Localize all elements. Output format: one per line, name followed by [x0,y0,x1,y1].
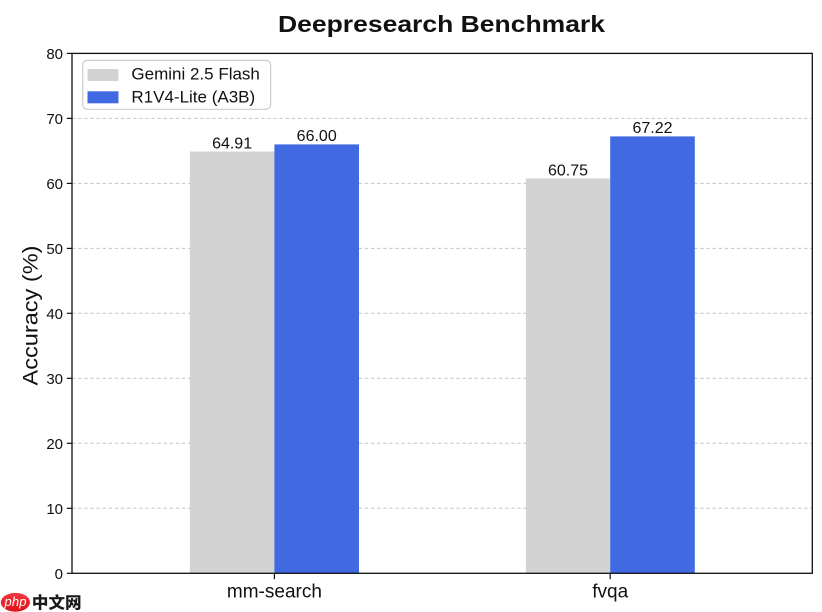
svg-text:Deepresearch Benchmark: Deepresearch Benchmark [278,11,606,37]
svg-text:67.22: 67.22 [632,120,672,137]
svg-text:70: 70 [46,111,63,128]
svg-text:64.91: 64.91 [212,135,252,152]
svg-text:40: 40 [46,306,63,323]
svg-text:60.75: 60.75 [548,162,588,179]
svg-text:Accuracy (%): Accuracy (%) [20,246,43,386]
svg-text:80: 80 [46,46,63,63]
svg-text:10: 10 [46,501,63,518]
svg-text:20: 20 [46,436,63,453]
svg-text:0: 0 [55,566,63,583]
svg-text:php: php [3,594,26,609]
svg-text:66.00: 66.00 [297,128,337,145]
svg-text:60: 60 [46,176,63,193]
svg-text:fvqa: fvqa [592,582,628,603]
svg-text:mm-search: mm-search [227,582,322,603]
svg-text:30: 30 [46,371,63,388]
svg-text:50: 50 [46,241,63,258]
svg-text:Gemini 2.5 Flash: Gemini 2.5 Flash [131,65,260,84]
svg-text:R1V4-Lite (A3B): R1V4-Lite (A3B) [131,88,255,107]
